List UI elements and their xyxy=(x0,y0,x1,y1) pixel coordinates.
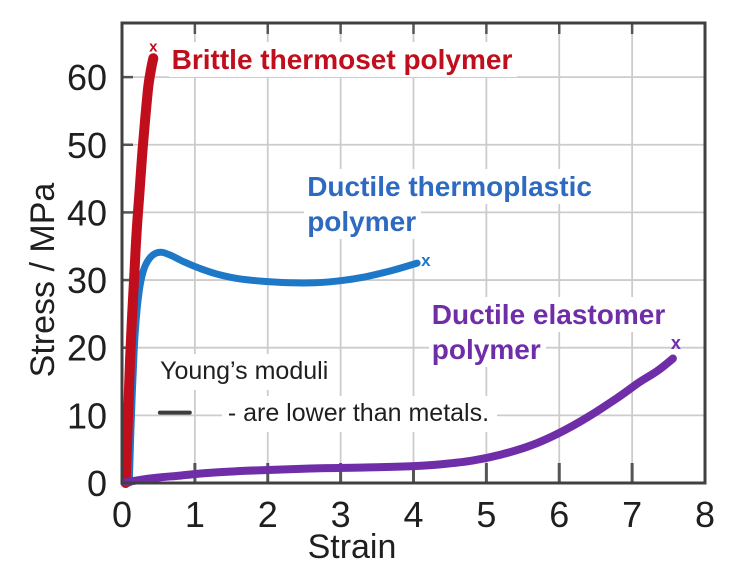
y-tick-label: 0 xyxy=(87,463,107,504)
series-label-ductile-thermoplastic: Ductile thermoplastic polymer xyxy=(304,169,597,240)
y-tick-label: 30 xyxy=(67,260,107,301)
y-axis-label: Stress / MPa xyxy=(24,182,62,378)
y-tick-label: 60 xyxy=(67,57,107,98)
series-label-ductile-elastomer: Ductile elastomer polymer xyxy=(428,296,671,367)
y-tick-label: 50 xyxy=(67,125,107,166)
series-label-brittle-thermoset: Brittle thermoset polymer xyxy=(168,41,518,77)
annotation-lower-than-metals: - are lower than metals. xyxy=(221,396,498,433)
x-tick-label: 1 xyxy=(185,494,205,535)
x-axis-label: Strain xyxy=(307,528,397,566)
y-tick-label: 40 xyxy=(67,192,107,233)
series-label-line: polymer xyxy=(304,204,422,240)
x-tick-label: 7 xyxy=(622,494,642,535)
x-tick-label: 2 xyxy=(258,494,278,535)
failure-x-marker-ductile-thermoplastic-polymer: x xyxy=(421,251,431,270)
series-curve-brittle-thermoset-polymer xyxy=(120,53,159,488)
x-tick-label: 5 xyxy=(476,494,496,535)
x-tick-label: 6 xyxy=(549,494,569,535)
series-label-line: Ductile elastomer xyxy=(428,296,671,332)
failure-x-marker-brittle-thermoset-polymer: x xyxy=(149,38,158,55)
x-tick-label: 8 xyxy=(695,494,715,535)
x-tick-label: 4 xyxy=(403,494,423,535)
x-tick-label: 3 xyxy=(331,494,351,535)
series-label-line: Ductile thermoplastic xyxy=(304,169,597,205)
series-label-line: Brittle thermoset polymer xyxy=(168,41,518,77)
y-tick-label: 20 xyxy=(67,328,107,369)
failure-x-marker-ductile-elastomer-polymer: x xyxy=(671,333,681,353)
series-label-line: polymer xyxy=(428,331,546,367)
axes-border xyxy=(120,21,707,485)
x-tick-label: 0 xyxy=(112,494,132,535)
series-curve-ductile-elastomer-polymer xyxy=(121,354,677,487)
annotation-youngs-moduli: Young’s moduli xyxy=(154,354,337,391)
y-tick-label: 10 xyxy=(67,395,107,436)
